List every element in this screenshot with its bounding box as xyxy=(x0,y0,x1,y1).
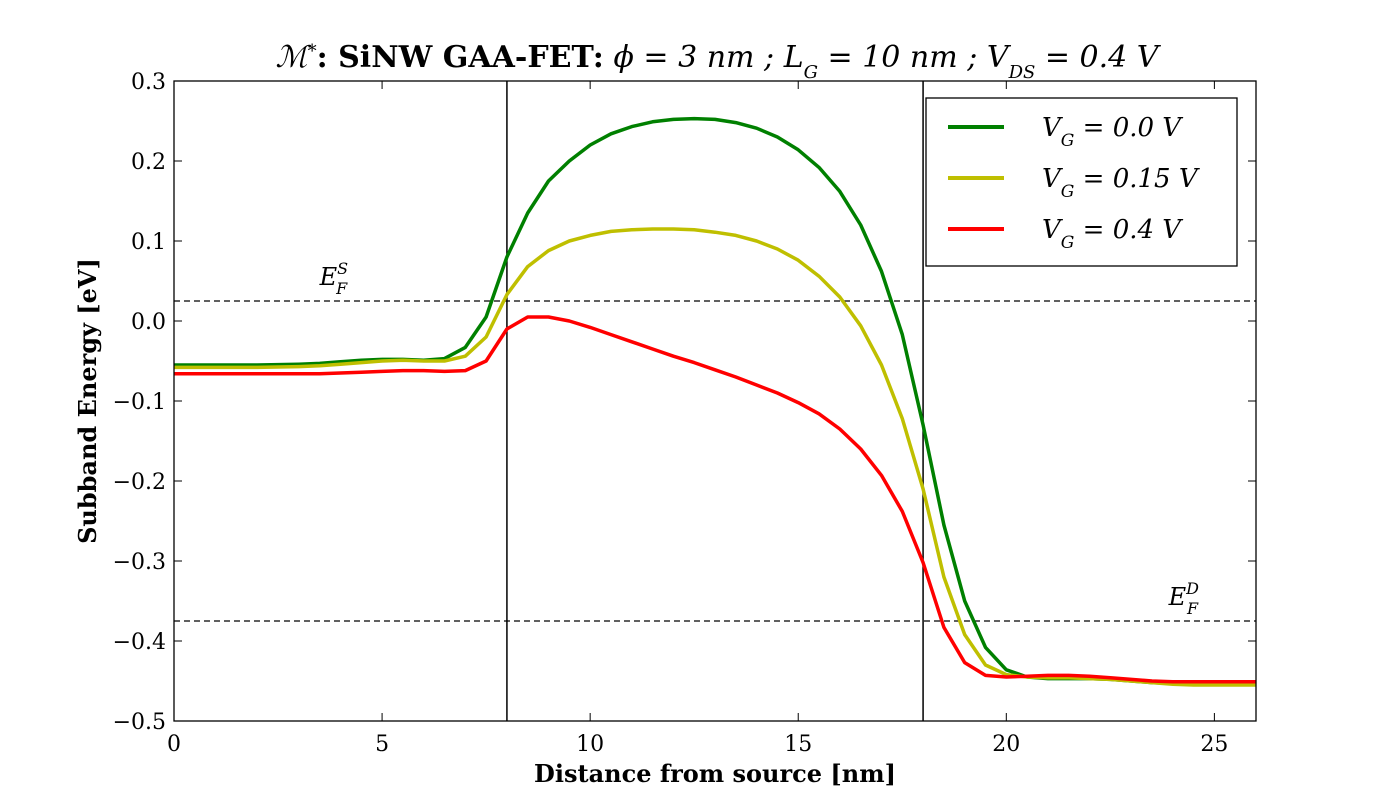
y-tick-label: −0.3 xyxy=(113,550,166,575)
x-tick-label: 0 xyxy=(167,732,181,757)
fermi-level-source-label: ES F xyxy=(319,259,349,298)
title-bold: : SiNW GAA-FET: xyxy=(317,40,604,75)
chart-title: ℳ*: SiNW GAA-FET: ϕ = 3 nm ; LG = 10 nm … xyxy=(276,40,1162,83)
title-lg: L xyxy=(783,40,804,75)
fermi-source-e: E xyxy=(319,263,338,291)
fermi-drain-sup: D xyxy=(1185,579,1199,598)
x-tick-label: 15 xyxy=(784,732,812,757)
y-tick-label: −0.2 xyxy=(113,470,166,495)
legend: VG = 0.0 V VG = 0.15 V VG = 0.4 V xyxy=(925,97,1238,267)
y-tick-label: −0.1 xyxy=(113,390,166,415)
y-axis-label: Subband Energy [eV] xyxy=(73,258,102,544)
x-axis-label: Distance from source [nm] xyxy=(534,759,896,788)
title-vds: V xyxy=(987,40,1012,75)
fermi-source-sub: F xyxy=(335,279,348,298)
title-m: ℳ xyxy=(276,40,312,75)
legend-items: VG = 0.0 V VG = 0.15 V VG = 0.4 V xyxy=(948,113,1200,253)
y-tick-label: −0.5 xyxy=(113,710,166,735)
y-tick-label: 0.1 xyxy=(131,230,166,255)
y-tick-label: 0.3 xyxy=(131,70,166,95)
fermi-drain-sub: F xyxy=(1186,599,1199,618)
fermi-level-drain-label: ED F xyxy=(1168,579,1200,618)
y-tick-label: −0.4 xyxy=(113,630,166,655)
x-tick-label: 10 xyxy=(576,732,604,757)
x-tick-label: 20 xyxy=(992,732,1020,757)
legend-label: VG = 0.0 V xyxy=(1042,113,1183,151)
title-lg-sub: G xyxy=(804,62,818,83)
title-m-sup: * xyxy=(308,41,317,62)
x-tick-label: 25 xyxy=(1200,732,1228,757)
title-vds-sub: DS xyxy=(1008,62,1036,83)
series-lines xyxy=(174,116,1256,687)
series-line xyxy=(174,315,1256,684)
y-tick-label: 0.0 xyxy=(131,310,166,335)
reference-lines xyxy=(174,81,1256,721)
title-lg-rest: = 10 nm ; xyxy=(828,40,978,75)
title-vds-rest: = 0.4 V xyxy=(1045,40,1162,75)
y-tick-label: 0.2 xyxy=(131,150,166,175)
axis-ticks: 0 5 10 15 20 25 −0.5 −0.4 −0.3 −0.2 −0.1 0.0 0.1 0.2 0… xyxy=(113,70,1256,757)
legend-label: VG = 0.4 V xyxy=(1042,215,1183,253)
fermi-drain-e: E xyxy=(1168,583,1187,611)
fermi-source-sup: S xyxy=(337,259,348,278)
series-line xyxy=(174,227,1256,687)
plot-frame xyxy=(173,80,1257,722)
title-phi: ϕ = 3 nm ; xyxy=(613,40,774,75)
x-tick-label: 5 xyxy=(375,732,389,757)
legend-label: VG = 0.15 V xyxy=(1042,164,1200,202)
